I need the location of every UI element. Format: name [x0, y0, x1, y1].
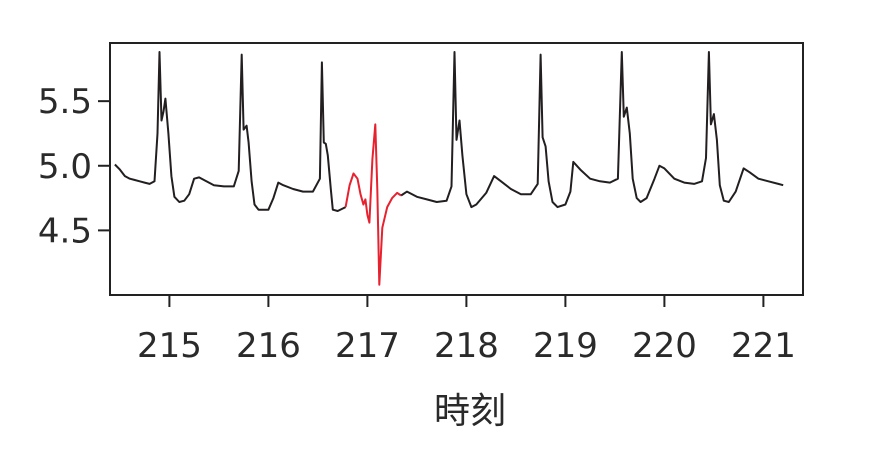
x-tick-label: 216 — [236, 326, 301, 366]
x-tick-label: 221 — [731, 326, 796, 366]
series-line-2 — [344, 123, 402, 286]
x-tick-label: 218 — [434, 326, 499, 366]
x-tick-label: 215 — [137, 326, 202, 366]
y-tick-label: 5.5 — [38, 82, 92, 122]
y-tick-label: 4.5 — [38, 211, 92, 251]
y-tick-label: 5.0 — [38, 147, 92, 187]
y-axis-ticks: 4.5 5.0 5.5 — [38, 82, 110, 251]
x-tick-label: 219 — [533, 326, 598, 366]
plot-frame — [109, 42, 804, 296]
series-line-3 — [400, 51, 784, 209]
series-lines — [114, 51, 784, 286]
x-tick-label: 217 — [335, 326, 400, 366]
series-line-1 — [114, 51, 347, 212]
x-axis-ticks: 215 216 217 218 219 220 221 — [137, 295, 796, 366]
x-axis-title: 時刻 — [434, 391, 506, 432]
x-tick-label: 220 — [632, 326, 697, 366]
